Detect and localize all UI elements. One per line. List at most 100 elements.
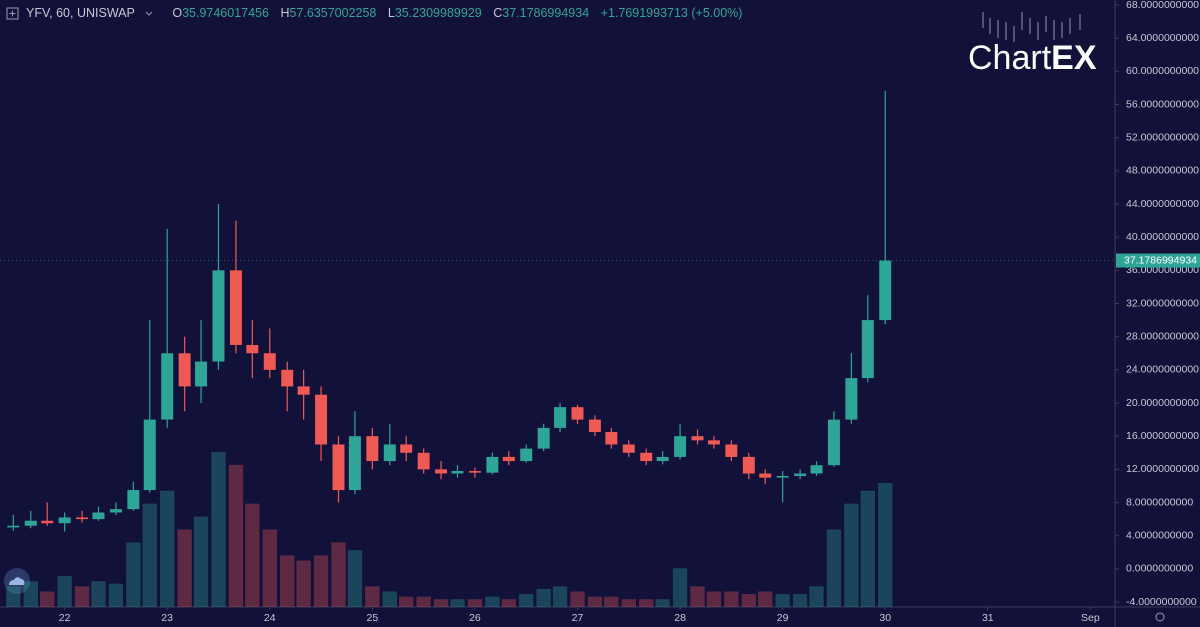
y-tick-label: 4.0000000000 (1126, 529, 1193, 541)
volume-bar (228, 464, 244, 607)
x-tick-label: 31 (982, 612, 994, 624)
candle-body (759, 473, 772, 478)
settings-icon[interactable] (1155, 612, 1165, 622)
volume-bar (741, 594, 756, 607)
candle-body (315, 394, 328, 445)
volume-bar (501, 599, 516, 607)
volume-bar (809, 586, 824, 607)
x-tick-label: 22 (59, 612, 71, 624)
volume-bar (160, 490, 175, 607)
ohlc-value: 57.6357002258 (289, 6, 377, 20)
volume-bar (844, 503, 859, 607)
y-tick-label: 8.0000000000 (1126, 496, 1193, 508)
volume-bar (6, 586, 21, 607)
volume-bar (758, 591, 773, 607)
candle-body (332, 444, 345, 491)
candle-body (605, 432, 618, 445)
volume-bar (126, 542, 141, 607)
y-tick-label: 0.0000000000 (1126, 563, 1193, 575)
volume-bar (450, 599, 465, 607)
last-price-label: 37.1786994934 (1124, 254, 1197, 266)
x-tick-label: 27 (572, 612, 584, 624)
volume-bar (690, 586, 705, 607)
ohlc-label: H (280, 6, 290, 20)
volume-bar (331, 542, 346, 607)
volume-bar (621, 599, 636, 607)
logo-icon (982, 12, 1081, 42)
volume-bar (347, 550, 363, 607)
ohlc-label: C (493, 6, 503, 20)
candle-body (707, 440, 720, 445)
volume-bar (365, 586, 380, 607)
cloud-icon (9, 577, 25, 585)
candle-body (486, 456, 499, 473)
volume-bar (193, 516, 209, 607)
ohlc-value: 37.1786994934 (502, 6, 590, 20)
candle-body (827, 419, 840, 466)
y-tick-label: 16.0000000000 (1126, 430, 1199, 442)
dropdown-icon[interactable] (145, 11, 153, 16)
candle-body (742, 456, 755, 474)
candle-body (24, 520, 37, 526)
volume-bar (245, 503, 260, 607)
header: YFV, 60, UNISWAP O35.9746017456 H57.6357… (8, 6, 750, 20)
logo-part: EX (1051, 39, 1097, 77)
symbol: YFV, 60, UNISWAP (26, 6, 135, 20)
volume-bar (108, 583, 124, 607)
volume-bar (467, 599, 483, 607)
candle-body (348, 436, 361, 491)
volume-bar (399, 596, 414, 607)
change-value: +1.7691993713 (+5.00%) (600, 6, 743, 20)
ohlc-label: O (172, 6, 183, 20)
volume-bar (262, 529, 277, 607)
volume-bar (655, 599, 670, 607)
volume-bar (23, 581, 38, 607)
x-tick-label: 28 (674, 612, 686, 624)
ohlc-label: L (387, 6, 395, 20)
volume-bar (604, 596, 619, 607)
y-tick-label: 20.0000000000 (1126, 397, 1199, 409)
candle-body (383, 444, 396, 462)
volume-bar (552, 586, 568, 607)
y-tick-label: 52.0000000000 (1126, 131, 1199, 143)
candle-body (691, 436, 704, 441)
candle-body (674, 436, 687, 457)
y-tick-label: 48.0000000000 (1126, 165, 1199, 177)
last-price-tag (1116, 253, 1200, 268)
y-tick-label: 24.0000000000 (1126, 364, 1199, 376)
candle-body (229, 270, 242, 345)
candle-body (554, 407, 567, 428)
candle-body (76, 517, 89, 520)
candle-body (400, 444, 413, 453)
logo-text: ChartEX (968, 39, 1097, 77)
candle-body (58, 517, 71, 524)
candle-body (281, 369, 294, 387)
y-tick-label: 64.0000000000 (1126, 32, 1199, 44)
volume-bar (570, 591, 585, 607)
volume-bar (536, 588, 551, 607)
volume-bar (416, 596, 431, 607)
y-tick-label: 44.0000000000 (1126, 198, 1199, 210)
x-tick-label: 30 (879, 612, 891, 624)
y-tick-label: 56.0000000000 (1126, 98, 1199, 110)
volume-bar (878, 483, 893, 607)
candle-body (7, 525, 20, 528)
volume-bar (57, 576, 72, 607)
y-tick-label: 60.0000000000 (1126, 65, 1199, 77)
candle-body (451, 471, 464, 474)
candle-body (622, 444, 635, 453)
candle-body (810, 465, 823, 474)
candle-body (794, 473, 807, 476)
volume-bar (792, 594, 808, 607)
volume-bar (706, 591, 722, 607)
volume-bar (724, 591, 739, 607)
menu-icon[interactable] (6, 7, 19, 20)
candle-body (366, 436, 379, 462)
volume-bar (313, 555, 329, 607)
volume-bar (296, 560, 311, 607)
candle-body (246, 344, 259, 354)
volume-bar (280, 555, 295, 607)
candle-body (468, 471, 481, 473)
volume-bar (639, 599, 654, 607)
